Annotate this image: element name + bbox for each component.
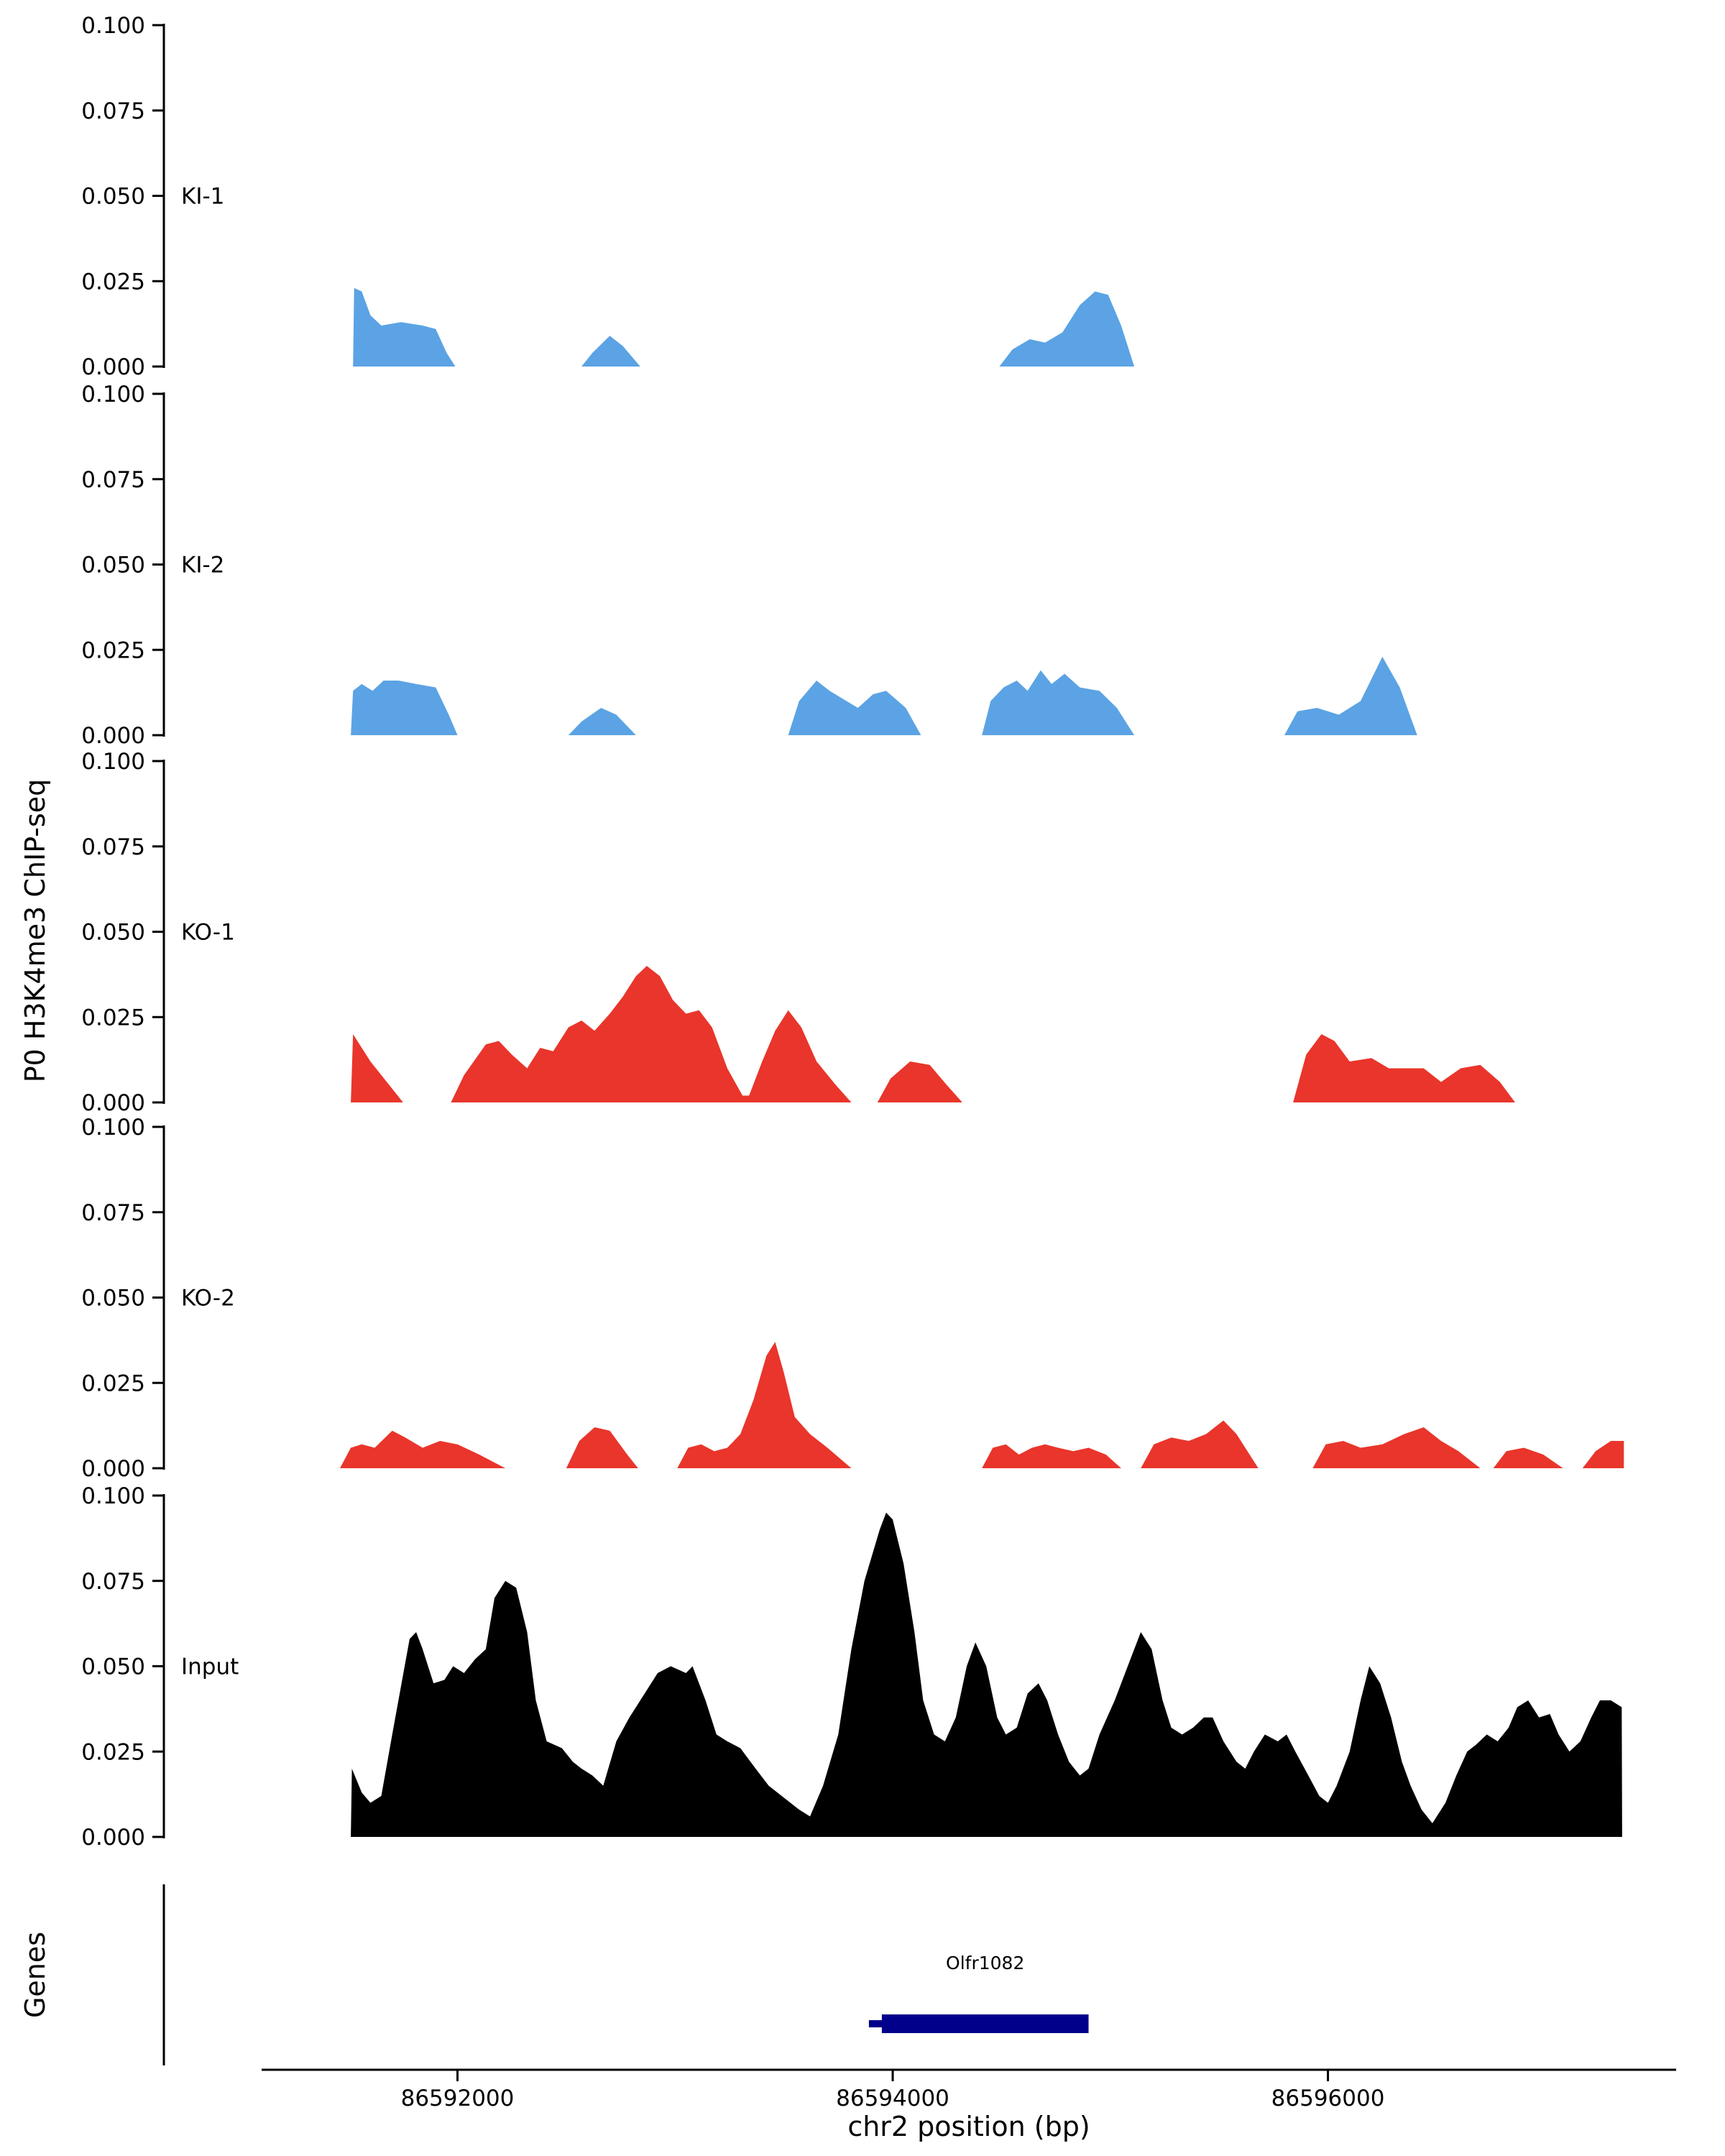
x-axis-title: chr2 position (bp) bbox=[847, 2111, 1090, 2142]
gene-label-Olfr1082: Olfr1082 bbox=[946, 1953, 1024, 1973]
y-tick-label: 0.025 bbox=[81, 1005, 145, 1031]
y-tick-label: 0.050 bbox=[81, 184, 145, 210]
track-label-KI-1: KI-1 bbox=[181, 184, 224, 210]
track-label-KI-2: KI-2 bbox=[181, 553, 224, 579]
y-tick-label: 0.025 bbox=[81, 637, 145, 663]
track-label-KO-1: KO-1 bbox=[181, 920, 235, 946]
y-tick-label: 0.050 bbox=[81, 553, 145, 579]
y-tick-label: 0.025 bbox=[81, 1739, 145, 1765]
y-tick-label: 0.000 bbox=[81, 723, 145, 749]
y-tick-label: 0.075 bbox=[81, 1200, 145, 1226]
y-tick-label: 0.050 bbox=[81, 1654, 145, 1680]
y-tick-label: 0.025 bbox=[81, 269, 145, 295]
y-tick-label: 0.100 bbox=[81, 13, 145, 39]
x-tick-label: 86596000 bbox=[1271, 2086, 1385, 2111]
y-tick-label: 0.000 bbox=[81, 1090, 145, 1116]
y-tick-label: 0.050 bbox=[81, 920, 145, 946]
y-tick-label: 0.075 bbox=[81, 1569, 145, 1595]
y-tick-label: 0.100 bbox=[81, 749, 145, 775]
y-tick-label: 0.075 bbox=[81, 467, 145, 493]
coverage-tracks-layer: 0.000 0.025 0.050 0.075 0.100 KI-1 0.000 0.025 0… bbox=[81, 13, 1624, 1851]
genes-track-layer: Olfr1082 bbox=[162, 1884, 1089, 2065]
gene-thin-segment-Olfr1082 bbox=[868, 2020, 883, 2027]
y-tick-label: 0.100 bbox=[81, 1483, 145, 1509]
track-label-KO-2: KO-2 bbox=[181, 1286, 235, 1312]
track-label-Input: Input bbox=[181, 1654, 239, 1680]
y-tick-label: 0.100 bbox=[81, 382, 145, 407]
y-tick-label: 0.100 bbox=[81, 1115, 145, 1141]
x-tick-label: 86592000 bbox=[401, 2086, 515, 2111]
y-tick-label: 0.075 bbox=[81, 98, 145, 124]
x-axis-layer: 86592000 86594000 86596000 bbox=[262, 2068, 1676, 2111]
y-tick-label: 0.000 bbox=[81, 354, 145, 380]
genes-axis-title: Genes bbox=[19, 1932, 51, 2018]
y-tick-label: 0.050 bbox=[81, 1286, 145, 1312]
y-tick-label: 0.025 bbox=[81, 1370, 145, 1396]
y-axis-title: P0 H3K4me3 ChIP-seq bbox=[19, 779, 51, 1083]
coverage-area-KO-2 bbox=[340, 1342, 1624, 1468]
coverage-area-KO-1 bbox=[351, 966, 1516, 1102]
gene-body-Olfr1082 bbox=[881, 2014, 1089, 2033]
y-tick-label: 0.000 bbox=[81, 1825, 145, 1851]
coverage-area-KI-2 bbox=[351, 656, 1417, 735]
y-tick-label: 0.075 bbox=[81, 834, 145, 860]
y-tick-label: 0.000 bbox=[81, 1456, 145, 1482]
x-tick-label: 86594000 bbox=[836, 2086, 949, 2111]
coverage-area-KI-1 bbox=[353, 287, 1135, 367]
coverage-area-Input bbox=[351, 1512, 1622, 1837]
